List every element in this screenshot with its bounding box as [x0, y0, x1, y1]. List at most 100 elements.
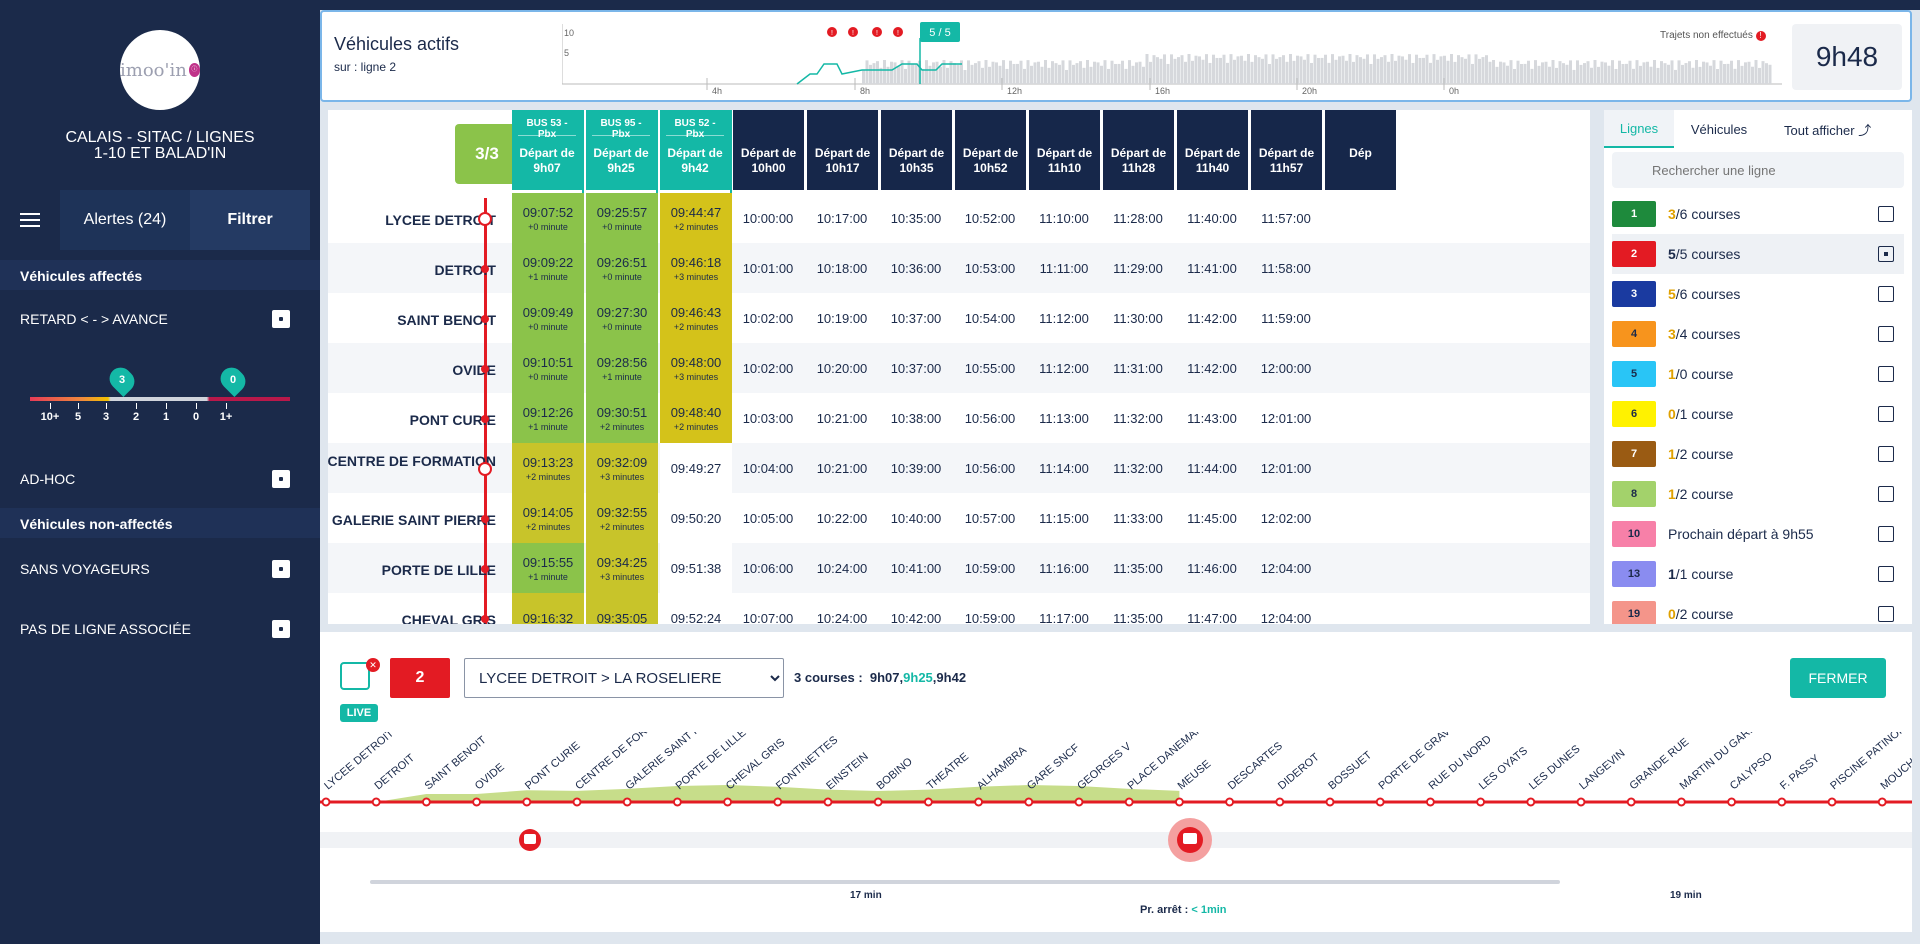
line-checkbox[interactable]	[1878, 286, 1894, 302]
line-checkbox[interactable]	[1878, 606, 1894, 622]
vehicle-timeline-chart[interactable]: 10 5 5 / 5!!! ! 4h 8h 12h 16h 20h 0h	[562, 20, 1782, 98]
timeline-bar	[1117, 63, 1121, 84]
line-checkbox[interactable]	[1878, 566, 1894, 582]
line-item[interactable]: 2 5/5 courses	[1612, 234, 1904, 274]
stop-name[interactable]: OVIDE	[452, 362, 496, 378]
hamburger-menu-icon[interactable]	[0, 190, 60, 250]
slider-handle-right[interactable]: 0	[216, 363, 250, 397]
stop-name[interactable]: LYCEE DETROIT	[385, 212, 496, 228]
planned-time: 11:42:00	[1187, 311, 1237, 326]
slider-handle-left[interactable]: 3	[105, 363, 139, 397]
line-checkbox[interactable]	[1878, 526, 1894, 542]
line-item[interactable]: 10 Prochain départ à 9h55	[1612, 514, 1904, 554]
line-item[interactable]: 7 1/2 course	[1612, 434, 1904, 474]
line-checkbox[interactable]	[1878, 486, 1894, 502]
stop-name[interactable]: PORTE DE LILLE	[381, 562, 496, 578]
time-cell: 10:24:00	[806, 593, 878, 624]
timeline-bar	[974, 63, 977, 84]
live-trip-column[interactable]: BUS 52 - Pbx Départ de 9h42 09:44:47 +2 min…	[660, 110, 732, 624]
timeline-bar	[1530, 68, 1534, 84]
alerts-tab[interactable]: Alertes (24)	[60, 190, 190, 250]
line-item[interactable]: 3 5/6 courses	[1612, 274, 1904, 314]
timeline-bar	[1177, 57, 1180, 84]
stop-name[interactable]: DETROIT	[434, 262, 496, 278]
route-stop-label: BOSSUET	[1326, 749, 1374, 792]
adhoc-checkbox[interactable]	[272, 470, 290, 488]
timeline-bar	[981, 67, 984, 84]
line-item[interactable]: 19 0/2 course	[1612, 594, 1904, 624]
line-checkbox[interactable]	[1878, 406, 1894, 422]
timeline-bar	[1712, 60, 1716, 84]
next-stop-info: Pr. arrêt : < 1min	[1140, 904, 1227, 916]
planned-trip-column[interactable]: Départ de 11h28 11:28:00 11:29:00 11:30:00 1…	[1102, 110, 1174, 624]
planned-trip-column[interactable]: Dép	[1324, 110, 1396, 624]
direction-select[interactable]: LYCEE DETROIT > LA ROSELIERE	[464, 658, 784, 698]
departure-label: Départ de 9h07	[519, 146, 575, 175]
delay-filter-checkbox[interactable]	[272, 310, 290, 328]
y-tick-label: 5	[564, 48, 569, 58]
filter-tab[interactable]: Filtrer	[190, 190, 310, 250]
line-checkbox[interactable]	[1878, 326, 1894, 342]
planned-trip-column[interactable]: Départ de 11h10 11:10:00 11:11:00 11:12:00 1…	[1028, 110, 1100, 624]
line-item[interactable]: 6 0/1 course	[1612, 394, 1904, 434]
planned-trip-column[interactable]: Départ de 10h35 10:35:00 10:36:00 10:37:00 1…	[880, 110, 952, 624]
timeline-bar	[1677, 60, 1681, 84]
delay-filter-row: RETARD < - > AVANCE	[20, 310, 290, 328]
tab-lines[interactable]: Lignes	[1604, 110, 1674, 148]
close-calendar-icon[interactable]: ✕	[366, 658, 380, 672]
planned-trip-column[interactable]: Départ de 10h00 10:00:00 10:01:00 10:02:00 1…	[732, 110, 804, 624]
line-checkbox[interactable]	[1878, 246, 1894, 262]
live-trip-column[interactable]: BUS 53 - Pbx Départ de 9h07 09:07:52 +0 min…	[512, 110, 584, 624]
route-stop-node	[1024, 797, 1034, 807]
route-stop-label: DETROIT	[372, 752, 417, 792]
line-item[interactable]: 4 3/4 courses	[1612, 314, 1904, 354]
line-checkbox[interactable]	[1878, 366, 1894, 382]
planned-trip-column[interactable]: Départ de 10h17 10:17:00 10:18:00 10:19:00 1…	[806, 110, 878, 624]
stop-name[interactable]: CHEVAL GRIS	[401, 612, 496, 624]
show-all-button[interactable]: Tout afficher ⤴	[1784, 122, 1872, 138]
time-cell: 09:07:52 +0 minute	[512, 193, 584, 243]
tab-vehicles[interactable]: Véhicules	[1690, 121, 1748, 137]
timeline-bar	[911, 63, 914, 84]
line-checkbox[interactable]	[1878, 446, 1894, 462]
delay-slider[interactable]: 3 0 10+ 5 3 2 1 0 1+	[30, 363, 290, 423]
no-passengers-checkbox[interactable]	[272, 560, 290, 578]
line-item[interactable]: 5 1/0 course	[1612, 354, 1904, 394]
timeline-bar	[1404, 59, 1408, 84]
stop-name[interactable]: GALERIE SAINT PIERRE	[331, 512, 496, 528]
timeline-bar	[1369, 63, 1373, 84]
passing-time: 09:07:52	[522, 205, 574, 220]
delay-slider-track[interactable]	[30, 397, 290, 401]
timeline-bar	[1502, 62, 1506, 84]
timeline-bar	[1320, 57, 1324, 84]
stop-name[interactable]: PONT CURIE	[409, 412, 496, 428]
passing-time: 09:12:26	[522, 405, 574, 420]
trip-header: BUS 53 - Pbx Départ de 9h07	[512, 110, 582, 190]
stop-name[interactable]: SAINT BENOIT	[397, 312, 496, 328]
timeline-bar	[1051, 61, 1054, 84]
planned-trip-column[interactable]: Départ de 10h52 10:52:00 10:53:00 10:54:00 1…	[954, 110, 1026, 624]
line-checkbox[interactable]	[1878, 206, 1894, 222]
live-trip-column[interactable]: BUS 95 - Pbx Départ de 9h25 09:25:57 +0 min…	[586, 110, 658, 624]
timeline-bar	[1306, 54, 1310, 84]
timeline-bar	[1303, 59, 1306, 84]
trip-header: Départ de 11h10	[1028, 110, 1100, 190]
no-line-checkbox[interactable]	[272, 620, 290, 638]
line-item[interactable]: 1 3/6 courses	[1612, 194, 1904, 234]
timeline-bar	[1250, 61, 1254, 84]
time-cell: 11:13:00	[1028, 393, 1100, 443]
line-item[interactable]: 13 1/1 course	[1612, 554, 1904, 594]
timeline-bar	[1492, 60, 1495, 84]
timeline-bar	[1296, 55, 1299, 84]
bus-label: BUS 95 - Pbx	[592, 110, 650, 140]
line-item[interactable]: 8 1/2 course	[1612, 474, 1904, 514]
route-icon: ⤴	[1858, 122, 1872, 138]
calendar-icon[interactable]	[340, 662, 370, 690]
planned-trip-column[interactable]: Départ de 11h57 11:57:00 11:58:00 11:59:00 1…	[1250, 110, 1322, 624]
close-button[interactable]: FERMER	[1790, 658, 1886, 698]
planned-trip-column[interactable]: Départ de 11h40 11:40:00 11:41:00 11:42:00 1…	[1176, 110, 1248, 624]
stop-name[interactable]: CENTRE DE FORMATION	[328, 453, 496, 469]
time-cell: 10:41:00	[880, 543, 952, 593]
line-search-input[interactable]	[1612, 152, 1904, 188]
